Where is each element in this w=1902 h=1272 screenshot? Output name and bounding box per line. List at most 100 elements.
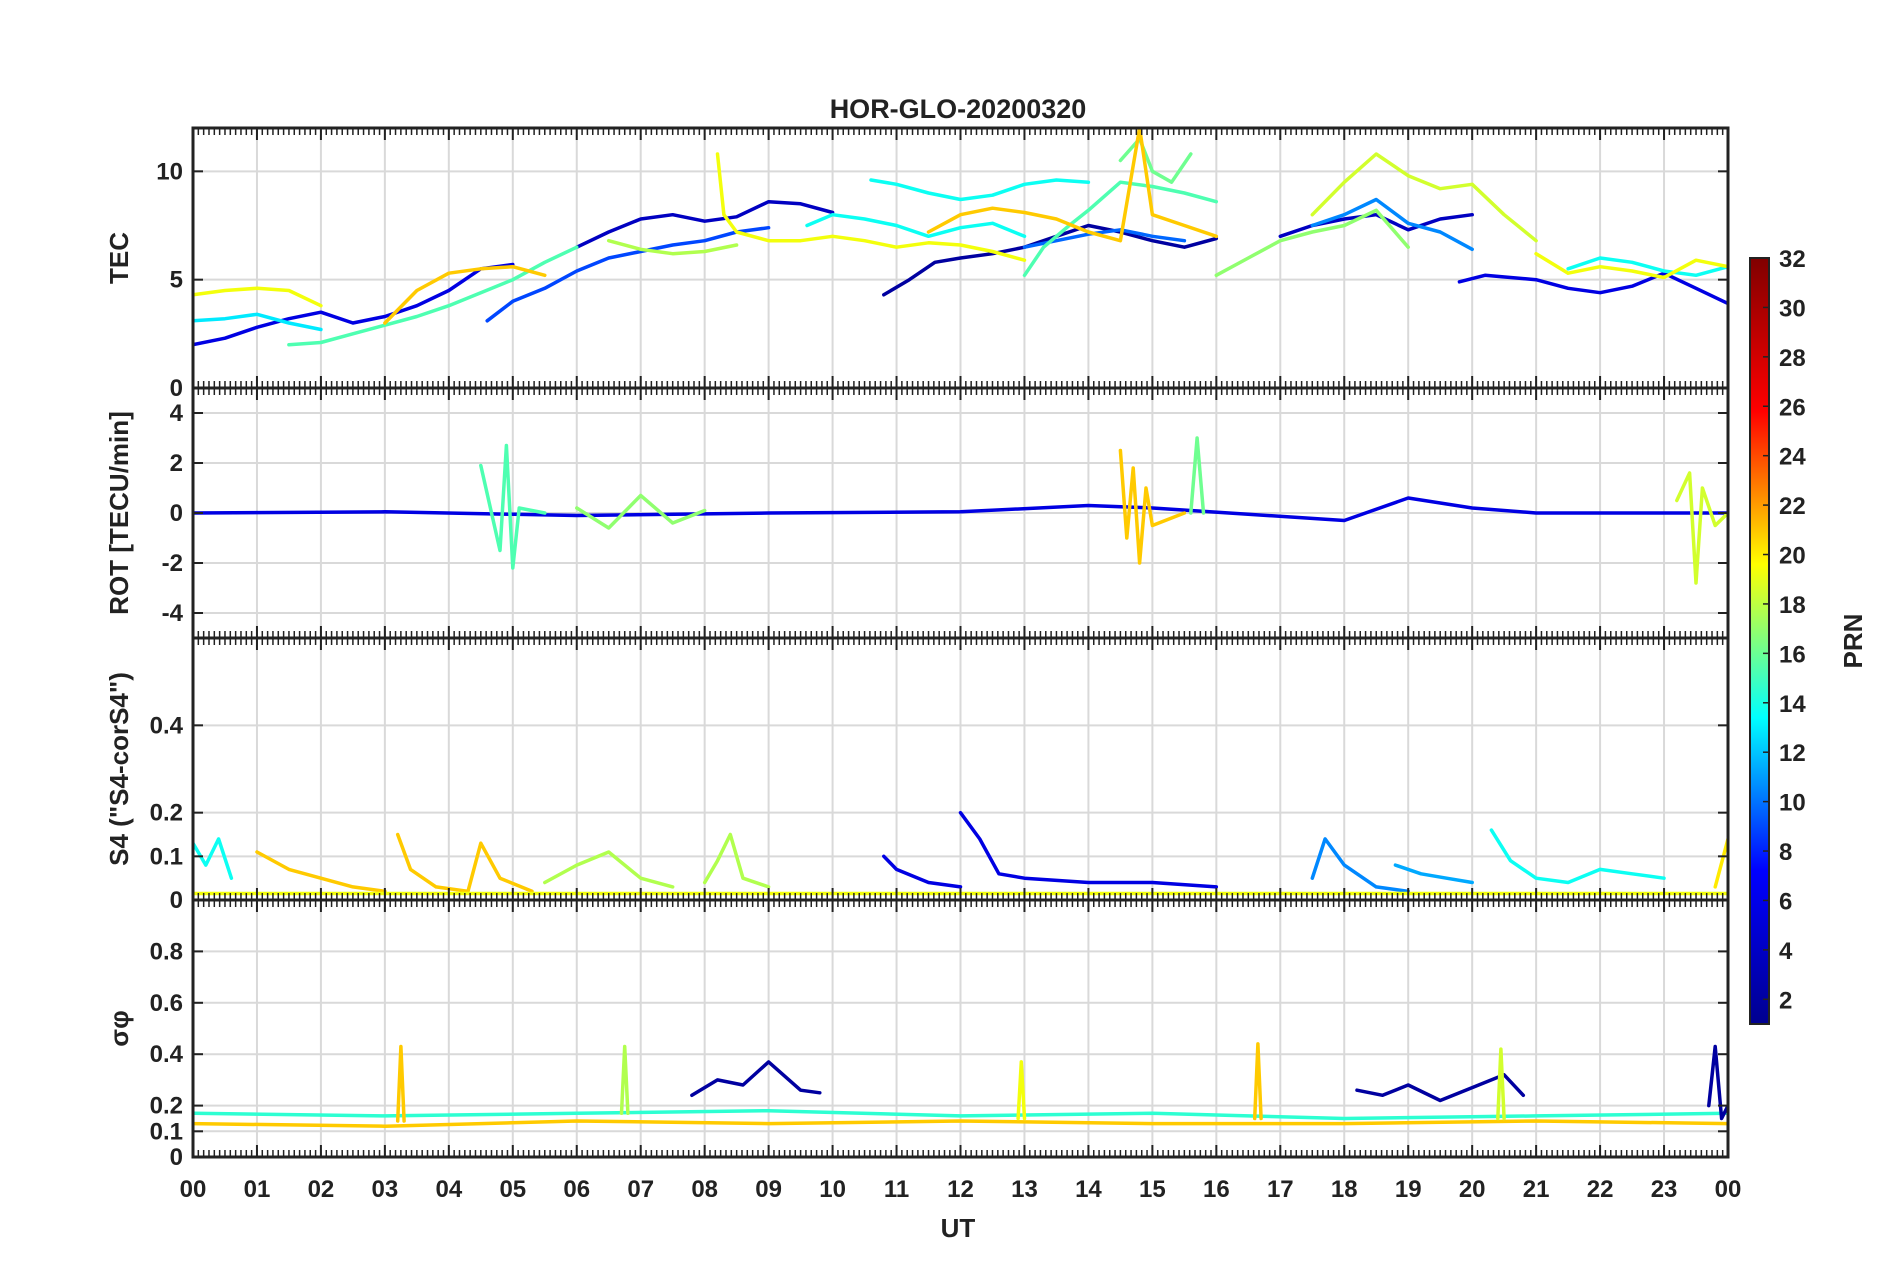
series-line-prn-13 [1566, 256, 1728, 278]
x-tick-label: 19 [1395, 1176, 1422, 1203]
x-tick-label: 20 [1459, 1176, 1486, 1203]
colorbar-tick-label: 10 [1779, 790, 1806, 817]
y-tick-label: 0 [170, 887, 183, 914]
series-line-prn-22 [395, 832, 534, 894]
chart-title: HOR-GLO-20200320 [830, 94, 1087, 124]
colorbar-tick-label: 26 [1779, 394, 1806, 421]
series-line-prn-18 [702, 832, 771, 889]
y-tick-label: 0.4 [150, 1041, 184, 1068]
colorbar-tick-label: 16 [1779, 641, 1806, 668]
y-tick-label: 10 [156, 158, 183, 185]
series-line-prn-22 [193, 1119, 1728, 1128]
x-tick-label: 01 [244, 1176, 271, 1203]
y-tick-label: -4 [162, 600, 184, 627]
series-line-prn-19 [1496, 1047, 1506, 1121]
panel-rot: -4 -2 0 2 4 ROT [TECU/min] [104, 386, 1730, 640]
x-tick-label: 13 [1011, 1176, 1038, 1203]
x-tick-label: 16 [1203, 1176, 1230, 1203]
x-tick-label: 02 [308, 1176, 335, 1203]
panel-sigma_phi: 00.10.2 0.4 0.6 0.8 σφ [104, 898, 1730, 1171]
series-line-prn-14 [193, 1108, 1728, 1121]
x-tick-label: 22 [1587, 1176, 1614, 1203]
series-line-prn-7 [485, 225, 771, 323]
y-tick-label: 0 [170, 375, 183, 402]
x-tick-label: 05 [499, 1176, 526, 1203]
x-tick-label: 18 [1331, 1176, 1358, 1203]
y-tick-label: 0.2 [150, 1093, 183, 1120]
panel-tec: 0 5 10 TEC [104, 126, 1730, 402]
series-line-prn-15 [1022, 180, 1219, 278]
y-tick-label: 0 [170, 500, 183, 527]
colorbar-tick-label: 8 [1779, 839, 1792, 866]
series-line-prn-4 [1457, 271, 1728, 306]
series-line-prn-22 [1252, 1042, 1263, 1121]
y-tick-label: 4 [170, 400, 184, 427]
colorbar-label: PRN [1838, 614, 1868, 669]
x-tick-label: 03 [372, 1176, 399, 1203]
series-line-prn-13 [193, 837, 234, 880]
colorbar-tick-label: 22 [1779, 493, 1806, 520]
series-line-prn-2 [882, 223, 1219, 297]
series-line-prn-9 [1310, 837, 1410, 894]
y-tick-label: -2 [162, 550, 183, 577]
series-line-prn-16 [1189, 436, 1206, 515]
x-axis-label: UT [941, 1213, 976, 1243]
series-line-prn-2 [690, 1060, 822, 1098]
series-line-prn-19 [1675, 471, 1728, 585]
series-line-prn-10 [1393, 863, 1474, 885]
series-line-prn-13 [1489, 828, 1666, 885]
x-tick-label: 17 [1267, 1176, 1294, 1203]
axes-frame [191, 898, 1730, 1159]
colorbar-tick-label: 12 [1779, 740, 1806, 767]
y-tick-label: 0 [170, 1144, 183, 1171]
series-line-prn-22 [926, 128, 1219, 243]
colorbar-tick-label: 4 [1779, 938, 1793, 965]
colorbar-gradient [1749, 257, 1770, 1025]
colorbar-tick-label: 30 [1779, 295, 1806, 322]
x-tick-label: 21 [1523, 1176, 1550, 1203]
x-tick-label: 14 [1075, 1176, 1102, 1203]
x-tick-label: 06 [563, 1176, 590, 1203]
series-line-prn-19 [1310, 152, 1538, 243]
series-line-prn-2 [1355, 1073, 1526, 1103]
series-line-prn-21 [1713, 837, 1728, 889]
series-line-prn-4 [882, 854, 963, 889]
x-tick-label: 11 [884, 1176, 909, 1203]
x-tick-label: 12 [947, 1176, 974, 1203]
series-line-prn-17 [575, 493, 707, 530]
series-line-prn-18 [543, 850, 675, 889]
colorbar-tick-label: 20 [1779, 543, 1806, 570]
series-line-prn-9 [1310, 197, 1474, 252]
colorbar-tick-label: 32 [1779, 246, 1806, 273]
y-tick-label: 0.1 [150, 843, 183, 870]
series-line-prn-13 [805, 212, 1027, 239]
series-line-prn-12 [193, 312, 323, 332]
colorbar-tick-label: 18 [1779, 592, 1806, 619]
y-tick-label: 0.1 [150, 1118, 183, 1145]
series-line-prn-20 [1016, 1060, 1027, 1121]
y-tick-label: 2 [170, 450, 183, 477]
y-tick-label: 5 [170, 267, 183, 294]
x-tick-label: 10 [819, 1176, 846, 1203]
y-tick-label: 0.8 [150, 938, 183, 965]
series-line-prn-22 [383, 264, 547, 325]
series-line-prn-3 [575, 199, 835, 249]
x-tick-label: 23 [1651, 1176, 1678, 1203]
y-tick-label: 0.6 [150, 990, 183, 1017]
x-tick-label: 09 [755, 1176, 782, 1203]
series-line-prn-16 [1118, 137, 1193, 184]
series-line-prn-4 [958, 810, 1219, 889]
series-line-prn-22 [395, 1044, 406, 1123]
y-axis-label-rot: ROT [TECU/min] [104, 411, 134, 615]
series-line-prn-20 [715, 152, 1027, 262]
x-tick-label: 15 [1139, 1176, 1166, 1203]
series-line-prn-20 [1534, 251, 1728, 280]
series-line-prn-18 [619, 1044, 630, 1116]
series-line-prn-4 [193, 496, 1728, 523]
series-line-prn-20 [193, 286, 323, 308]
y-tick-label: 0.2 [150, 800, 183, 827]
x-tick-label: 04 [435, 1176, 462, 1203]
x-tick-label: 08 [691, 1176, 718, 1203]
